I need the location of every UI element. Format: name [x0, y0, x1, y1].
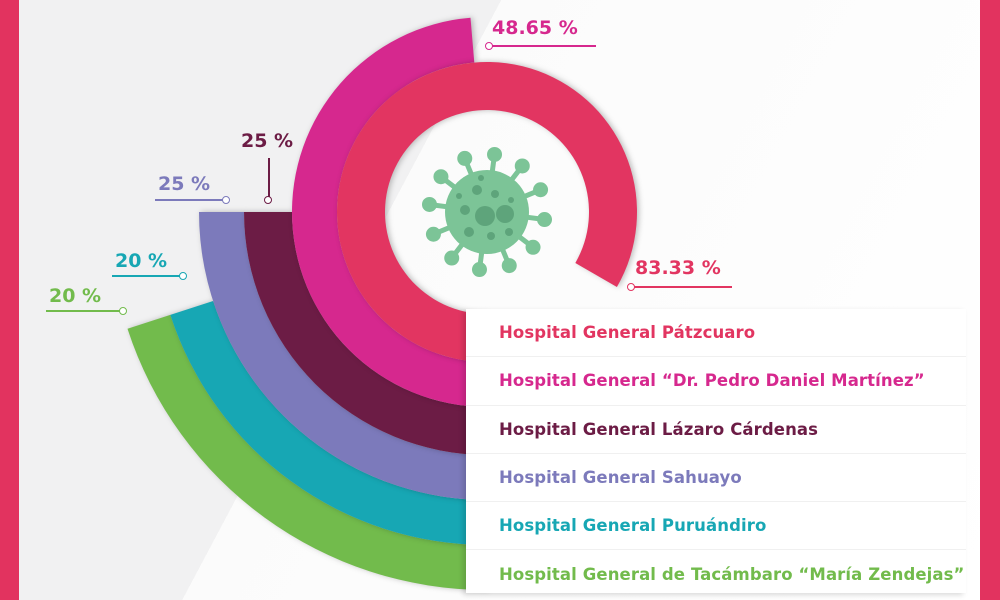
legend-label: Hospital General Puruándiro — [499, 516, 767, 536]
label-anchor-dot — [264, 196, 272, 204]
ring-bar-1 — [291, 17, 487, 408]
label-leader-line — [268, 158, 270, 198]
legend-label: Hospital General “Dr. Pedro Daniel Martí… — [499, 371, 925, 391]
label-anchor-dot — [627, 283, 635, 291]
legend-label: Hospital General Lázaro Cárdenas — [499, 419, 819, 439]
data-label: 83.33 % — [635, 257, 721, 279]
data-label: 25 % — [158, 173, 211, 195]
label-leader-line — [634, 286, 732, 288]
data-label: 48.65 % — [492, 17, 578, 39]
data-label: 20 % — [115, 250, 168, 272]
legend-item: Hospital General “Dr. Pedro Daniel Martí… — [466, 356, 966, 404]
legend-item: Hospital General Pátzcuaro — [466, 309, 966, 356]
label-leader-line — [492, 45, 596, 47]
ring-bar-5 — [127, 314, 487, 590]
ring-bar-3 — [199, 212, 487, 500]
label-leader-line — [155, 199, 223, 201]
data-label: 20 % — [49, 285, 102, 307]
ring-bar-0 — [337, 62, 637, 362]
label-anchor-dot — [119, 307, 127, 315]
legend-label: Hospital General de Tacámbaro “María Zen… — [499, 564, 965, 584]
label-leader-line — [112, 275, 180, 277]
legend-item: Hospital General Lázaro Cárdenas — [466, 404, 966, 453]
legend-item: Hospital General Puruándiro — [466, 501, 966, 549]
label-anchor-dot — [485, 42, 493, 50]
label-anchor-dot — [222, 196, 230, 204]
label-leader-line — [46, 310, 120, 312]
legend-label: Hospital General Pátzcuaro — [499, 323, 756, 343]
left-border — [0, 0, 19, 600]
legend-label: Hospital General Sahuayo — [499, 468, 742, 488]
legend-item: Hospital General de Tacámbaro “María Zen… — [466, 549, 966, 597]
label-anchor-dot — [179, 272, 187, 280]
data-label: 25 % — [241, 130, 294, 152]
legend: Hospital General Pátzcuaro Hospital Gener… — [466, 309, 966, 593]
ring-bar-4 — [170, 300, 487, 545]
virus-icon — [421, 146, 553, 278]
right-border — [980, 0, 1000, 600]
legend-item: Hospital General Sahuayo — [466, 452, 966, 501]
ring-bar-2 — [244, 212, 487, 455]
